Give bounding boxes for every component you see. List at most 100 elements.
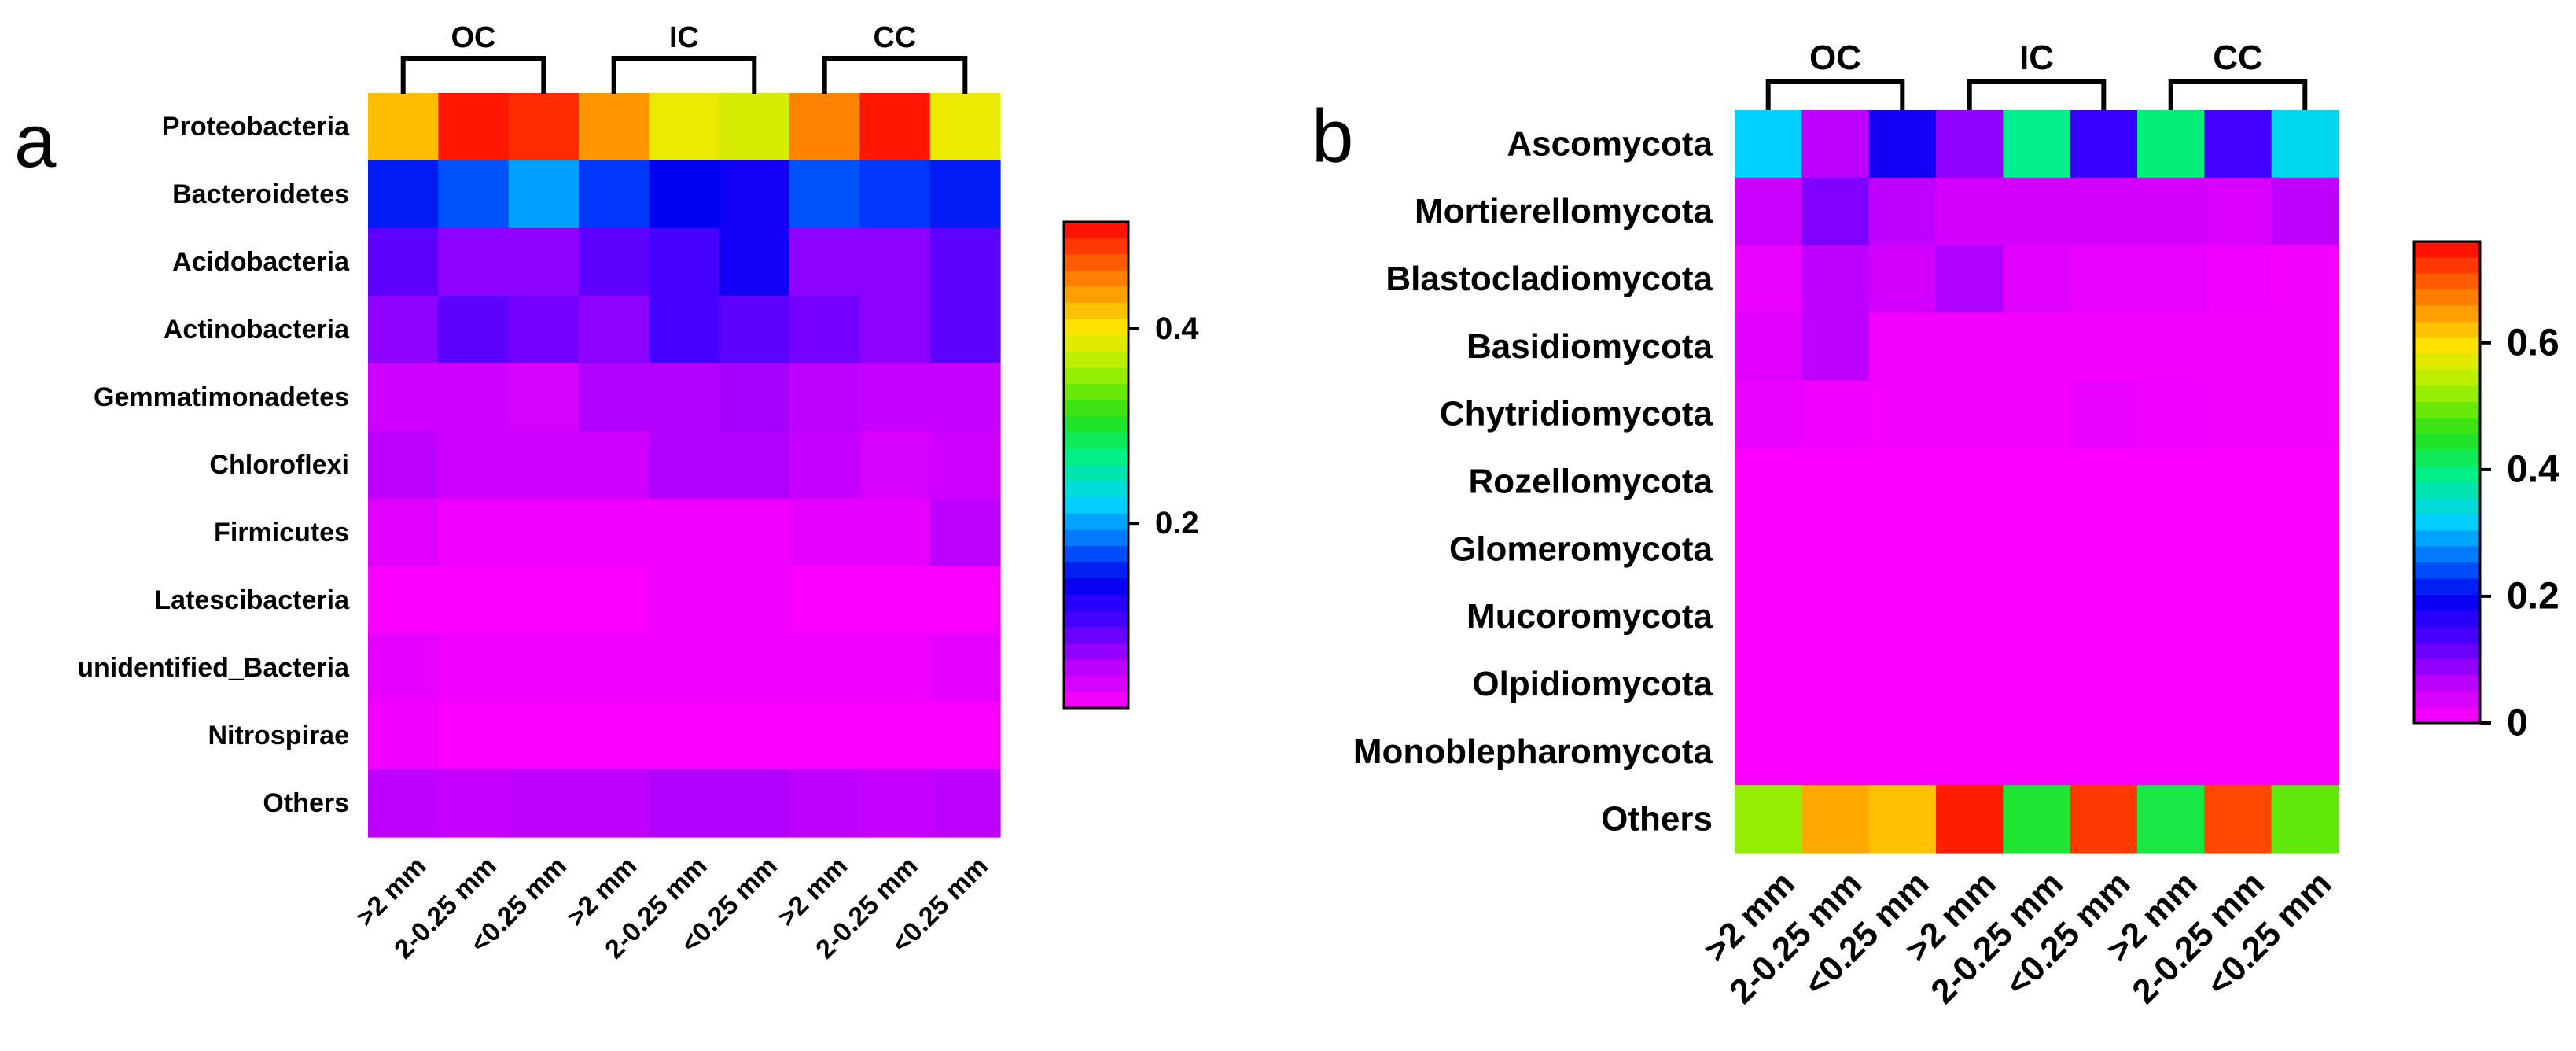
heatmap-cell xyxy=(1868,380,1937,448)
heatmap-cell xyxy=(1801,312,1870,381)
group-bracket xyxy=(822,56,968,94)
colorbar-segment xyxy=(1064,691,1128,709)
colorbar-segment xyxy=(2414,562,2480,579)
heatmap-cell xyxy=(2070,312,2138,381)
heatmap-cell xyxy=(438,296,510,364)
heatmap-cell xyxy=(508,93,580,161)
colorbar-segment xyxy=(1064,610,1128,628)
heatmap-cell xyxy=(1868,582,1937,651)
heatmap-cell xyxy=(2204,245,2272,314)
heatmap-cell xyxy=(929,634,1001,703)
heatmap-cell xyxy=(1735,380,1802,448)
heatmap-cell xyxy=(2003,514,2071,584)
heatmap-cell xyxy=(929,160,1001,229)
heatmap-cell xyxy=(579,296,650,364)
heatmap-cell xyxy=(438,566,510,635)
panel-label: b xyxy=(1312,94,1353,179)
heatmap-cell xyxy=(368,566,439,635)
heatmap-cell xyxy=(719,431,790,500)
row-label: Firmicutes xyxy=(214,518,349,548)
colorbar-segment xyxy=(1064,303,1128,320)
colorbar-segment xyxy=(1064,335,1128,352)
heatmap-cell xyxy=(579,702,650,770)
heatmap-cell xyxy=(789,634,860,703)
heatmap-cell xyxy=(368,296,439,364)
heatmap-cell xyxy=(1868,177,1937,246)
heatmap-cell xyxy=(719,363,790,432)
heatmap-cell xyxy=(649,566,720,635)
heatmap-cell xyxy=(1868,245,1937,314)
row-label: Mortierellomycota xyxy=(1415,192,1713,230)
colorbar-segment xyxy=(1064,465,1128,482)
heatmap-cell xyxy=(1735,245,1802,314)
heatmap-cell xyxy=(2137,245,2205,314)
row-label: Bacteroidetes xyxy=(172,179,349,209)
row-label: Others xyxy=(1601,800,1713,839)
colorbar-segment xyxy=(1064,594,1128,611)
heatmap-cell xyxy=(2137,514,2205,584)
colorbar-segment xyxy=(2414,658,2480,676)
heatmap-cell xyxy=(719,634,790,703)
heatmap-cell xyxy=(2070,177,2138,246)
heatmap-cell xyxy=(2070,785,2138,854)
heatmap-cell xyxy=(789,228,860,297)
heatmap-cell xyxy=(2204,380,2272,448)
heatmap-cell xyxy=(2003,177,2071,246)
panel-label: a xyxy=(14,99,57,183)
colorbar-segment xyxy=(1064,497,1128,514)
colorbar-segment xyxy=(2414,273,2480,290)
heatmap-cell xyxy=(649,499,720,567)
heatmap-cell xyxy=(438,93,510,161)
colorbar-segment xyxy=(1064,400,1128,417)
heatmap-cell xyxy=(649,634,720,703)
heatmap-cell xyxy=(2137,312,2205,381)
heatmap-cell xyxy=(1801,582,1870,651)
heatmap-cell xyxy=(438,160,510,229)
heatmap-cell xyxy=(2271,312,2339,381)
heatmap-cell xyxy=(1868,110,1937,179)
row-label: Rozellomycota xyxy=(1468,463,1713,501)
colorbar-segment xyxy=(2414,322,2480,338)
colorbar-segment xyxy=(2414,466,2480,483)
row-label: Acidobacteria xyxy=(172,247,350,277)
heatmap-cell xyxy=(2070,514,2138,584)
heatmap-cell xyxy=(2070,717,2138,786)
heatmap-cell xyxy=(579,769,650,838)
colorbar-segment xyxy=(2414,691,2480,708)
heatmap-cell xyxy=(368,93,439,161)
heatmap-cell xyxy=(859,160,931,229)
colorbar-segment xyxy=(2414,337,2480,355)
row-label: Nitrospirae xyxy=(208,721,350,750)
heatmap-cell xyxy=(2003,582,2071,651)
heatmap-cell xyxy=(1868,514,1937,584)
heatmap-cell xyxy=(719,499,790,567)
heatmap-cell xyxy=(929,499,1001,567)
heatmap-cell xyxy=(579,160,650,229)
heatmap-cell xyxy=(2204,785,2272,854)
colorbar-segment xyxy=(1064,513,1128,530)
heatmap-cell xyxy=(649,702,720,770)
heatmap-cell xyxy=(2137,650,2205,718)
heatmap-cell xyxy=(719,566,790,635)
heatmap-cell xyxy=(1868,650,1937,718)
heatmap-cell xyxy=(2070,650,2138,718)
heatmap-cell xyxy=(438,431,510,500)
colorbar-segment xyxy=(1064,546,1128,563)
heatmap-cell xyxy=(2271,380,2339,448)
heatmap-cell xyxy=(1936,245,2004,314)
heatmap-cell xyxy=(2070,448,2138,516)
colorbar-tick-label: 0.2 xyxy=(2507,575,2559,617)
heatmap-cell xyxy=(1801,110,1870,179)
heatmap-cell xyxy=(2003,785,2071,854)
heatmap-cell xyxy=(579,363,650,432)
group-label: IC xyxy=(2019,39,2054,77)
heatmap-cell xyxy=(2003,110,2071,179)
heatmap-cell xyxy=(929,566,1001,635)
heatmap-cell xyxy=(1735,312,1802,381)
colorbar-segment xyxy=(1064,529,1128,547)
colorbar-segment xyxy=(1064,319,1128,336)
colorbar-segment xyxy=(1064,384,1128,401)
heatmap-cell xyxy=(508,634,580,703)
row-label: Monoblepharomycota xyxy=(1353,732,1713,771)
